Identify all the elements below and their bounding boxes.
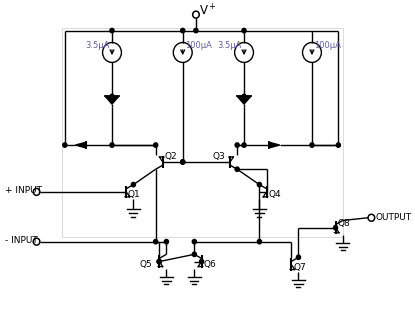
Text: Q8: Q8 (337, 219, 350, 228)
Circle shape (200, 259, 204, 264)
Circle shape (157, 259, 161, 264)
Text: - INPUT: - INPUT (5, 236, 38, 245)
Circle shape (336, 143, 340, 147)
Text: Q7: Q7 (293, 263, 306, 272)
Circle shape (192, 239, 196, 244)
Text: V$^+$: V$^+$ (199, 3, 217, 18)
Circle shape (181, 160, 185, 164)
Circle shape (181, 160, 185, 164)
Circle shape (154, 143, 158, 147)
Text: OUTPUT: OUTPUT (375, 213, 411, 222)
Text: Q6: Q6 (203, 260, 216, 268)
Circle shape (257, 182, 261, 187)
Polygon shape (76, 142, 86, 148)
Text: 100μA: 100μA (185, 41, 212, 50)
Circle shape (242, 143, 246, 147)
Circle shape (310, 143, 314, 147)
Circle shape (235, 167, 239, 172)
Circle shape (192, 252, 196, 256)
Text: Q5: Q5 (139, 260, 152, 268)
Circle shape (110, 28, 114, 33)
Circle shape (110, 143, 114, 147)
Polygon shape (237, 97, 251, 104)
Circle shape (334, 225, 338, 230)
Circle shape (181, 28, 185, 33)
Circle shape (235, 143, 239, 147)
Circle shape (63, 143, 67, 147)
Circle shape (194, 28, 198, 33)
Text: Q3: Q3 (213, 152, 226, 161)
Polygon shape (269, 142, 280, 148)
Text: 3.5μA: 3.5μA (85, 41, 110, 50)
Text: + INPUT: + INPUT (5, 186, 42, 195)
Polygon shape (105, 97, 119, 104)
Circle shape (131, 182, 135, 187)
Text: Q1: Q1 (127, 190, 140, 199)
Circle shape (296, 255, 300, 259)
Circle shape (110, 94, 114, 99)
Text: Q4: Q4 (269, 190, 281, 199)
Circle shape (242, 28, 246, 33)
Circle shape (242, 94, 246, 99)
Text: 100μA: 100μA (314, 41, 341, 50)
Circle shape (164, 239, 168, 244)
Circle shape (157, 259, 161, 264)
Text: 3.5μA: 3.5μA (217, 41, 242, 50)
Circle shape (257, 239, 261, 244)
Circle shape (154, 239, 158, 244)
Bar (62, 27, 343, 237)
Text: Q2: Q2 (165, 152, 178, 161)
